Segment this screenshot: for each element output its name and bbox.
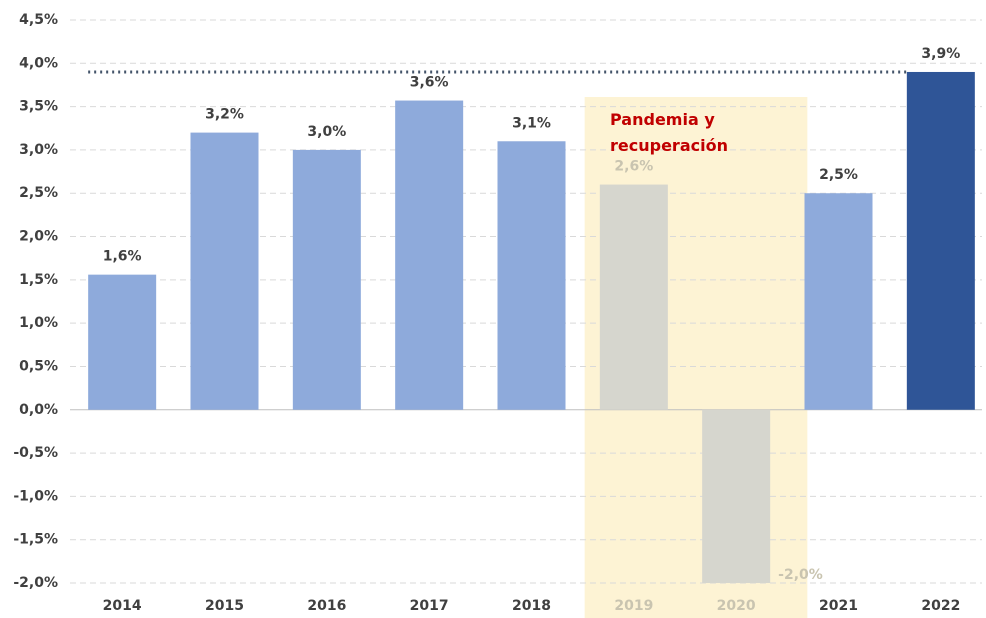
x-tick-label: 2017 bbox=[410, 598, 449, 614]
value-label: 3,0% bbox=[307, 124, 346, 140]
y-tick-label: -1,0% bbox=[13, 488, 58, 504]
y-tick-label: -1,5% bbox=[13, 532, 58, 548]
y-tick-label: 4,0% bbox=[19, 55, 58, 71]
x-tick-label: 2019 bbox=[614, 598, 653, 614]
y-tick-label: 0,0% bbox=[19, 402, 58, 418]
bar bbox=[190, 132, 259, 410]
x-tick-label: 2022 bbox=[921, 598, 960, 614]
value-label: 2,6% bbox=[614, 159, 653, 175]
bar bbox=[599, 184, 668, 410]
value-label: -2,0% bbox=[778, 567, 823, 583]
value-label: 2,5% bbox=[819, 167, 858, 183]
y-tick-label: -2,0% bbox=[13, 575, 58, 591]
bar bbox=[804, 193, 873, 410]
y-tick-label: 4,5% bbox=[19, 12, 58, 28]
y-tick-label: -0,5% bbox=[13, 445, 58, 461]
y-tick-label: 0,5% bbox=[19, 358, 58, 374]
value-label: 3,6% bbox=[410, 75, 449, 91]
x-tick-label: 2018 bbox=[512, 598, 551, 614]
value-label: 1,6% bbox=[103, 249, 142, 265]
value-label: 3,1% bbox=[512, 115, 551, 131]
y-tick-label: 3,0% bbox=[19, 142, 58, 158]
x-tick-label: 2015 bbox=[205, 598, 244, 614]
y-tick-label: 2,0% bbox=[19, 229, 58, 245]
value-label: 3,9% bbox=[921, 46, 960, 62]
bar bbox=[702, 409, 771, 583]
bar bbox=[497, 141, 566, 410]
y-tick-label: 1,5% bbox=[19, 272, 58, 288]
bar bbox=[292, 149, 361, 410]
x-tick-label: 2014 bbox=[103, 598, 142, 614]
value-label: 3,2% bbox=[205, 107, 244, 123]
x-tick-label: 2020 bbox=[717, 598, 756, 614]
bar bbox=[88, 274, 157, 410]
y-tick-label: 3,5% bbox=[19, 99, 58, 115]
y-tick-label: 2,5% bbox=[19, 185, 58, 201]
x-tick-label: 2016 bbox=[307, 598, 346, 614]
y-tick-label: 1,0% bbox=[19, 315, 58, 331]
x-tick-label: 2021 bbox=[819, 598, 858, 614]
annotation: Pandemia y recuperación bbox=[610, 110, 728, 155]
bar bbox=[906, 71, 975, 410]
bar bbox=[395, 100, 464, 410]
